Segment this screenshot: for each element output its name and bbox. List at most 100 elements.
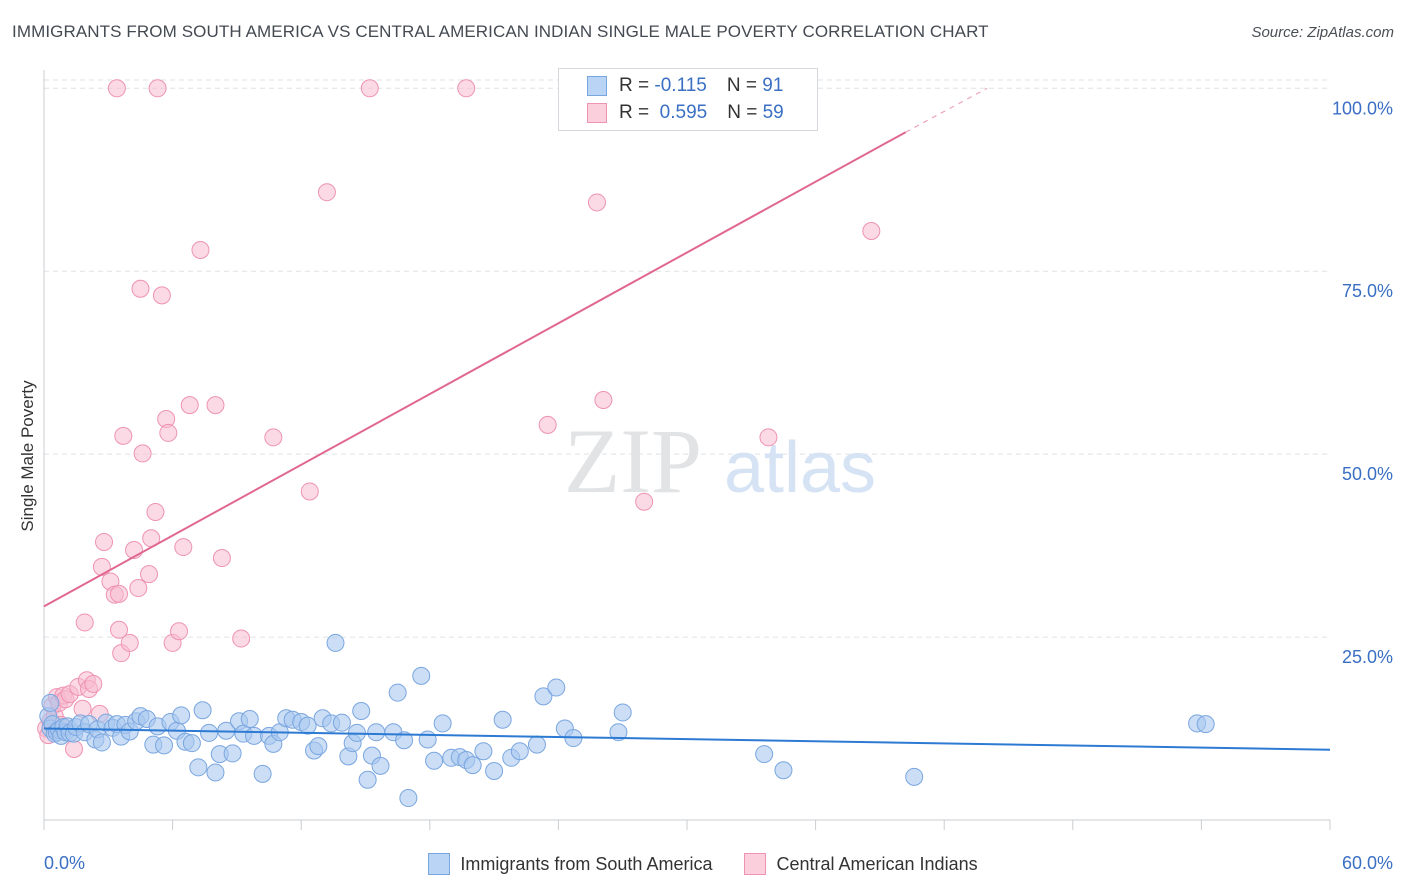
data-point-central-american [180,396,199,415]
data-point-south-america [240,710,259,729]
y-tick-label: 50.0% [1342,464,1393,484]
y-tick-label: 100.0% [1332,98,1393,118]
watermark-zip: ZIP [564,410,702,512]
data-point-central-american [360,79,379,98]
data-point-central-american [587,193,606,212]
data-point-central-american [635,492,654,511]
data-point-central-american [146,502,165,521]
data-point-south-america [510,742,529,761]
data-point-south-america [418,730,437,749]
correlation-legend: R = -0.115 N = 91 R = 0.595 N = 59 [558,68,818,131]
data-point-south-america [463,756,482,775]
data-point-central-american [75,613,94,632]
data-point-central-american [129,579,148,598]
data-point-central-american [110,584,129,603]
trend-line-central-american [43,131,907,608]
data-point-south-america [223,744,242,763]
data-point-central-american [191,241,210,259]
data-point-south-america [534,687,553,706]
data-point-south-america [485,761,504,780]
data-point-south-america [155,736,174,755]
data-point-south-america [425,751,444,770]
data-point-south-america [193,701,212,720]
data-point-south-america [609,723,628,742]
data-point-central-american [264,428,283,447]
series-legend-central-american: Central American Indians [744,853,978,875]
data-point-south-america [189,758,208,777]
data-point-central-american [170,622,189,641]
data-point-central-american [120,633,139,652]
trend-line-central-american-extension [905,87,988,133]
chart-title: IMMIGRANTS FROM SOUTH AMERICA VS CENTRAL… [12,22,989,41]
data-point-south-america [172,706,191,725]
data-point-south-america [253,764,272,783]
data-point-south-america [774,761,793,780]
data-point-central-american [457,79,476,98]
data-point-south-america [326,633,345,652]
legend-row-south-america: R = -0.115 N = 91 [587,73,783,99]
data-point-central-american [159,423,178,442]
data-point-south-america [200,723,219,742]
data-point-central-american [759,428,778,447]
legend-row-central-american: R = 0.595 N = 59 [587,100,784,126]
legend-r-value: -0.115 [654,75,707,96]
data-point-central-american [131,279,150,298]
series-label: Central American Indians [776,853,978,874]
data-point-south-america [399,789,418,808]
y-tick-label: 25.0% [1342,647,1393,667]
data-point-central-american [174,538,193,557]
legend-n-value: 59 [762,102,784,123]
data-point-central-american [232,629,251,648]
data-point-central-american [95,532,114,551]
data-point-central-american [594,391,613,409]
data-point-south-america [527,735,546,754]
data-point-central-american [133,444,152,463]
data-point-south-america [309,737,328,756]
data-point-south-america [245,726,264,745]
data-point-south-america [613,703,632,722]
data-point-south-america [182,734,201,753]
data-point-central-american [206,396,225,415]
data-point-south-america [352,701,371,720]
legend-n-label: N = [727,102,758,123]
x-tick-label: 60.0% [1342,853,1393,873]
data-point-central-american [152,286,171,305]
series-swatch-blue [428,853,451,875]
data-point-central-american [110,620,129,639]
data-point-south-america [474,742,493,761]
data-point-central-american [538,415,557,434]
data-point-central-american [317,183,336,202]
data-point-south-america [367,723,386,742]
data-point-south-america [388,683,407,702]
data-point-central-american [107,79,126,98]
data-point-south-america [395,731,414,750]
data-point-south-america [206,763,225,782]
data-point-south-america [412,666,431,685]
data-point-south-america [493,710,512,729]
data-point-central-american [212,549,231,568]
data-point-central-american [148,79,167,98]
data-point-south-america [332,713,351,732]
series-legend-south-america: Immigrants from South America [428,853,712,875]
legend-n-value: 91 [762,75,784,96]
data-point-south-america [755,745,774,764]
watermark-atlas: atlas [724,428,876,508]
legend-swatch-pink [587,103,607,123]
trend-line-south-america [43,727,1331,751]
source-label: Source: ZipAtlas.com [1251,24,1394,41]
data-point-central-american [114,426,133,445]
data-point-central-american [84,674,103,693]
series-legend: Immigrants from South America Central Am… [0,850,1406,878]
data-point-central-american [92,557,111,576]
data-point-south-america [41,693,60,712]
data-point-south-america [547,678,566,697]
data-point-central-american [300,482,319,501]
data-point-south-america [358,770,377,789]
x-tick-label: 0.0% [44,853,85,873]
data-point-central-american [862,221,881,240]
data-point-south-america [371,756,390,775]
y-tick-label: 75.0% [1342,281,1393,301]
data-point-central-american [65,740,84,759]
legend-swatch-blue [587,76,607,96]
data-point-south-america [92,733,111,752]
